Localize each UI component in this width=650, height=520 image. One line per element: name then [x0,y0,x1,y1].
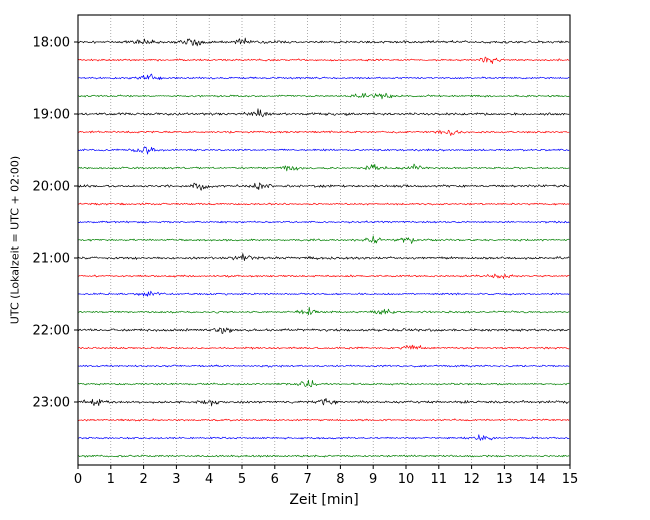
seismo-trace-2115 [77,273,570,279]
x-tick-label: 1 [107,472,115,487]
seismo-trace-2015 [77,202,570,206]
seismo-trace-2300 [77,397,570,407]
seismo-trace-2000 [77,182,570,191]
seismo-trace-2130 [77,290,570,297]
x-tick-label: 6 [271,472,279,487]
x-tick-label: 12 [463,472,480,487]
seismo-trace-2245 [77,379,570,388]
x-tick-label: 2 [139,472,147,487]
x-tick-label: 10 [398,472,415,487]
x-tick-label: 15 [562,472,579,487]
seismo-trace-1900 [77,108,570,118]
seismo-trace-2030 [77,220,570,224]
seismo-trace-2330 [77,434,570,441]
plot-frame [77,14,571,466]
y-tick-label: 20:00 [33,180,70,195]
seismo-trace-2230 [77,364,570,368]
x-tick-label: 7 [303,472,311,487]
seismo-trace-1915 [77,129,570,136]
seismo-trace-1815 [77,56,570,65]
x-axis-label: Zeit [min] [289,492,359,508]
x-tick-label: 13 [496,472,513,487]
seismo-trace-2345 [77,454,570,458]
x-tick-label: 5 [238,472,246,487]
y-tick-label: 22:00 [33,324,70,339]
seismo-trace-2200 [77,327,570,334]
seismo-trace-2215 [78,344,570,350]
seismo-trace-1930 [77,146,570,155]
x-tick-label: 3 [172,472,180,487]
seismo-trace-1845 [77,92,570,100]
seismo-trace-1945 [77,163,570,172]
seismo-trace-2145 [77,306,570,316]
x-tick-label: 14 [529,472,546,487]
seismo-trace-1830 [77,73,570,81]
x-tick-label: 4 [205,472,213,487]
y-tick-label: 23:00 [33,396,70,411]
x-tick-label: 11 [431,472,448,487]
x-tick-label: 9 [369,472,377,487]
seismo-trace-2100 [77,253,570,262]
y-tick-label: 18:00 [33,36,70,51]
seismo-trace-1800 [77,37,570,47]
seismo-trace-2315 [77,418,570,422]
seismo-trace-2045 [77,235,570,244]
y-axis-label: UTC (Lokalzeit = UTC + 02:00) [8,155,22,325]
y-tick-label: 21:00 [33,252,70,267]
x-tick-label: 8 [336,472,344,487]
y-tick-label: 19:00 [33,108,70,123]
x-tick-label: 0 [74,472,82,487]
